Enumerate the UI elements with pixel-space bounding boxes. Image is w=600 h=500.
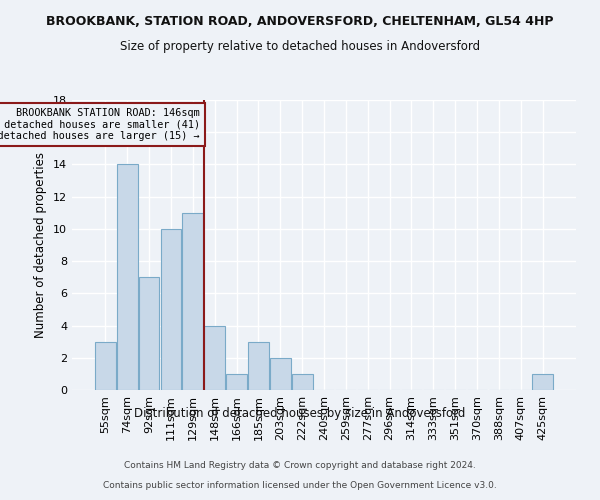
Bar — [161, 229, 181, 390]
Bar — [270, 358, 290, 390]
Bar — [292, 374, 313, 390]
Bar — [204, 326, 225, 390]
Y-axis label: Number of detached properties: Number of detached properties — [34, 152, 47, 338]
Text: BROOKBANK, STATION ROAD, ANDOVERSFORD, CHELTENHAM, GL54 4HP: BROOKBANK, STATION ROAD, ANDOVERSFORD, C… — [46, 15, 554, 28]
Text: Contains HM Land Registry data © Crown copyright and database right 2024.: Contains HM Land Registry data © Crown c… — [124, 461, 476, 470]
Text: Size of property relative to detached houses in Andoversford: Size of property relative to detached ho… — [120, 40, 480, 53]
Bar — [226, 374, 247, 390]
Bar — [532, 374, 553, 390]
Bar — [139, 277, 160, 390]
Bar — [117, 164, 137, 390]
Text: BROOKBANK STATION ROAD: 146sqm
← 73% of detached houses are smaller (41)
27% of : BROOKBANK STATION ROAD: 146sqm ← 73% of … — [0, 108, 200, 142]
Text: Contains public sector information licensed under the Open Government Licence v3: Contains public sector information licen… — [103, 481, 497, 490]
Text: Distribution of detached houses by size in Andoversford: Distribution of detached houses by size … — [134, 408, 466, 420]
Bar — [248, 342, 269, 390]
Bar — [95, 342, 116, 390]
Bar — [182, 213, 203, 390]
